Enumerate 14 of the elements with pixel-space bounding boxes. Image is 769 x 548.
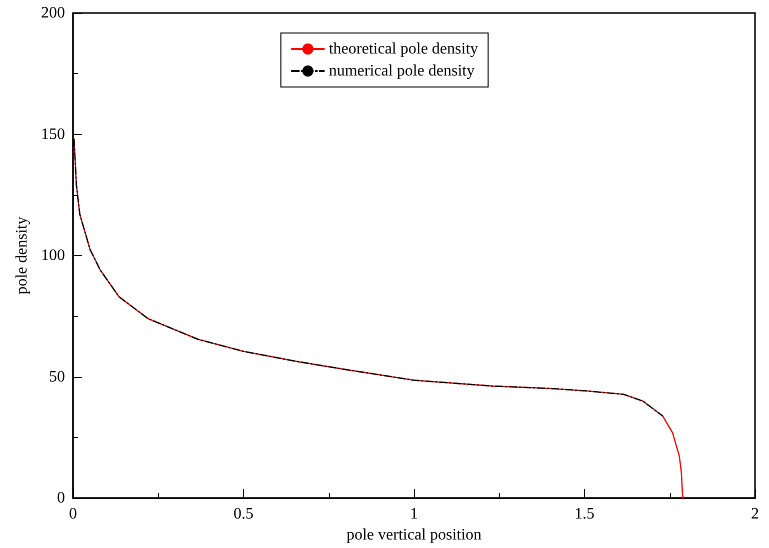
y-tick-label: 150 <box>41 126 65 143</box>
y-axis-title: pole density <box>14 216 31 294</box>
legend-label: numerical pole density <box>328 62 475 80</box>
x-tick-label: 0 <box>69 506 77 523</box>
y-tick-label: 0 <box>57 490 65 507</box>
x-tick-label: 1 <box>410 506 418 523</box>
x-tick-label: 1.5 <box>574 506 594 523</box>
y-tick-label: 50 <box>49 368 65 386</box>
x-tick-label: 2 <box>751 506 759 523</box>
y-tick-label: 200 <box>41 4 65 22</box>
y-tick-label: 100 <box>41 247 65 264</box>
x-axis-title: pole vertical position <box>346 526 482 544</box>
legend-label: theoretical pole density <box>328 40 478 58</box>
x-tick-label: 0.5 <box>234 506 254 523</box>
